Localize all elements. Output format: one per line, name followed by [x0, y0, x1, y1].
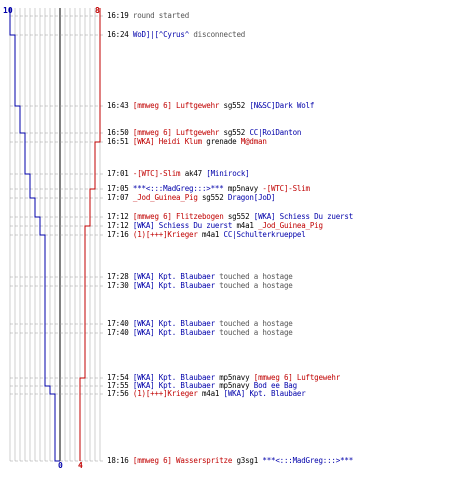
event-message: touched a hostage: [214, 319, 293, 328]
weapon-name: m4a1: [197, 230, 224, 239]
event-row: 16:51 [WKA] Heidi Klum grenade M@dman: [107, 137, 267, 146]
player-name: [mmweg 6] Luftgewehr: [132, 128, 220, 137]
event-message: touched a hostage: [214, 281, 293, 290]
player-name: [WKA] Kpt. Blaubaer: [132, 328, 215, 337]
event-time: 17:40: [107, 328, 133, 337]
chart-grid: [9, 8, 101, 461]
weapon-name: mp5navy: [214, 373, 254, 382]
event-row: 17:56 (1)[+++]Krieger m4a1 [WKA] Kpt. Bl…: [107, 389, 306, 398]
weapon-name: mp5navy: [223, 184, 263, 193]
red-end-count: 4: [78, 461, 83, 470]
weapon-name: sg552: [223, 212, 254, 221]
event-row: 17:07 _Jod_Guinea_Pig sg552 Dragon[JoD]: [107, 193, 276, 202]
event-row: 17:28 [WKA] Kpt. Blaubaer touched a host…: [107, 272, 293, 281]
player-name: (1)[+++]Krieger: [132, 230, 198, 239]
player-name: [WKA] Kpt. Blaubaer: [223, 389, 306, 398]
player-name: [WKA] Kpt. Blaubaer: [132, 381, 215, 390]
player-name: [mmweg 6] Flitzebogen: [132, 212, 224, 221]
blue-end-count: 0: [58, 461, 63, 470]
red-team-line: [79, 8, 101, 461]
blue-start-count: 10: [3, 6, 13, 15]
event-message: disconnected: [189, 30, 246, 39]
event-row: 16:50 [mmweg 6] Luftgewehr sg552 CC|RoiD…: [107, 128, 301, 137]
player-name: [WKA] Kpt. Blaubaer: [132, 272, 215, 281]
event-time: 17:12: [107, 212, 133, 221]
event-time: 17:01: [107, 169, 133, 178]
event-message: touched a hostage: [214, 328, 293, 337]
event-row: 17:54 [WKA] Kpt. Blaubaer mp5navy [mmweg…: [107, 373, 340, 382]
event-time: 16:51: [107, 137, 133, 146]
event-row: 17:16 (1)[+++]Krieger m4a1 CC|Schulterkr…: [107, 230, 306, 239]
event-message: round started: [132, 11, 190, 20]
event-row: 17:30 [WKA] Kpt. Blaubaer touched a host…: [107, 281, 293, 290]
event-time: 17:05: [107, 184, 133, 193]
player-name: [mmweg 6] Luftgewehr: [253, 373, 341, 382]
player-name: [WKA] Kpt. Blaubaer: [132, 281, 215, 290]
player-name: WoD]|[^Cyrus^: [132, 30, 190, 39]
weapon-name: sg552: [219, 128, 250, 137]
event-time: 17:28: [107, 272, 133, 281]
event-time: 16:19: [107, 11, 133, 20]
player-name: _Jod_Guinea_Pig: [258, 221, 323, 230]
event-time: 16:43: [107, 101, 133, 110]
player-name: [WKA] Schiess Du zuerst: [132, 221, 233, 230]
event-time: 18:16: [107, 456, 133, 465]
player-name: (1)[+++]Krieger: [132, 389, 198, 398]
player-name: [N&SC]Dark Wolf: [249, 101, 315, 110]
player-name: [WKA] Kpt. Blaubaer: [132, 373, 215, 382]
player-name: _Jod_Guinea_Pig: [132, 193, 198, 202]
event-time: 17:30: [107, 281, 133, 290]
weapon-name: grenade: [201, 137, 241, 146]
event-guide-lines: [10, 15, 104, 462]
event-row: 17:01 -[WTC]-Slim ak47 [Minirock]: [107, 169, 250, 178]
event-time: 16:24: [107, 30, 133, 39]
weapon-name: mp5navy: [214, 381, 254, 390]
player-name: -[WTC]-Slim: [132, 169, 181, 178]
event-row: 18:16 [mmweg 6] Wasserspritze g3sg1 ***<…: [107, 456, 353, 465]
event-time: 17:12: [107, 221, 133, 230]
event-row: 16:43 [mmweg 6] Luftgewehr sg552 [N&SC]D…: [107, 101, 314, 110]
weapon-name: ak47: [180, 169, 207, 178]
event-row: 17:40 [WKA] Kpt. Blaubaer touched a host…: [107, 319, 293, 328]
player-name: Dragon[JoD]: [227, 193, 276, 202]
weapon-name: m4a1: [197, 389, 224, 398]
weapon-name: g3sg1: [232, 456, 263, 465]
player-name: ***<:::MadGreg:::>***: [262, 456, 354, 465]
event-row: 16:24 WoD]|[^Cyrus^ disconnected: [107, 30, 245, 39]
event-log: 16:19 round started 16:24 WoD]|[^Cyrus^ d…: [107, 11, 353, 465]
player-name: [Minirock]: [206, 169, 250, 178]
alive-players-chart: 10 8 0 4: [3, 6, 104, 470]
red-start-count: 8: [95, 6, 100, 15]
event-time: 17:55: [107, 381, 133, 390]
player-name: [WKA] Heidi Klum: [132, 137, 202, 146]
event-time: 17:07: [107, 193, 133, 202]
event-row: 17:12 [mmweg 6] Flitzebogen sg552 [WKA] …: [107, 212, 353, 221]
weapon-name: sg552: [219, 101, 250, 110]
event-row: 17:55 [WKA] Kpt. Blaubaer mp5navy Bod ee…: [107, 381, 297, 390]
player-name: Bod ee Bag: [253, 381, 297, 390]
event-row: 16:19 round started: [107, 11, 189, 20]
event-time: 17:54: [107, 373, 133, 382]
player-name: CC|RoiDanton: [249, 128, 302, 137]
event-row: 17:05 ***<:::MadGreg:::>*** mp5navy -[WT…: [107, 184, 310, 193]
event-row: 17:40 [WKA] Kpt. Blaubaer touched a host…: [107, 328, 293, 337]
player-name: CC|Schulterkrueppel: [223, 230, 306, 239]
player-name: [mmweg 6] Luftgewehr: [132, 101, 220, 110]
event-message: touched a hostage: [214, 272, 293, 281]
player-name: M@dman: [240, 137, 267, 146]
player-name: [WKA] Kpt. Blaubaer: [132, 319, 215, 328]
event-row: 17:12 [WKA] Schiess Du zuerst m4a1 _Jod_…: [107, 221, 323, 230]
player-name: [WKA] Schiess Du zuerst: [253, 212, 354, 221]
event-time: 17:40: [107, 319, 133, 328]
weapon-name: sg552: [197, 193, 228, 202]
event-time: 17:56: [107, 389, 133, 398]
weapon-name: m4a1: [232, 221, 259, 230]
player-name: [mmweg 6] Wasserspritze: [132, 456, 233, 465]
event-time: 16:50: [107, 128, 133, 137]
blue-team-line: [9, 8, 60, 462]
player-name: -[WTC]-Slim: [262, 184, 310, 193]
player-name: ***<:::MadGreg:::>***: [132, 184, 224, 193]
event-time: 17:16: [107, 230, 133, 239]
